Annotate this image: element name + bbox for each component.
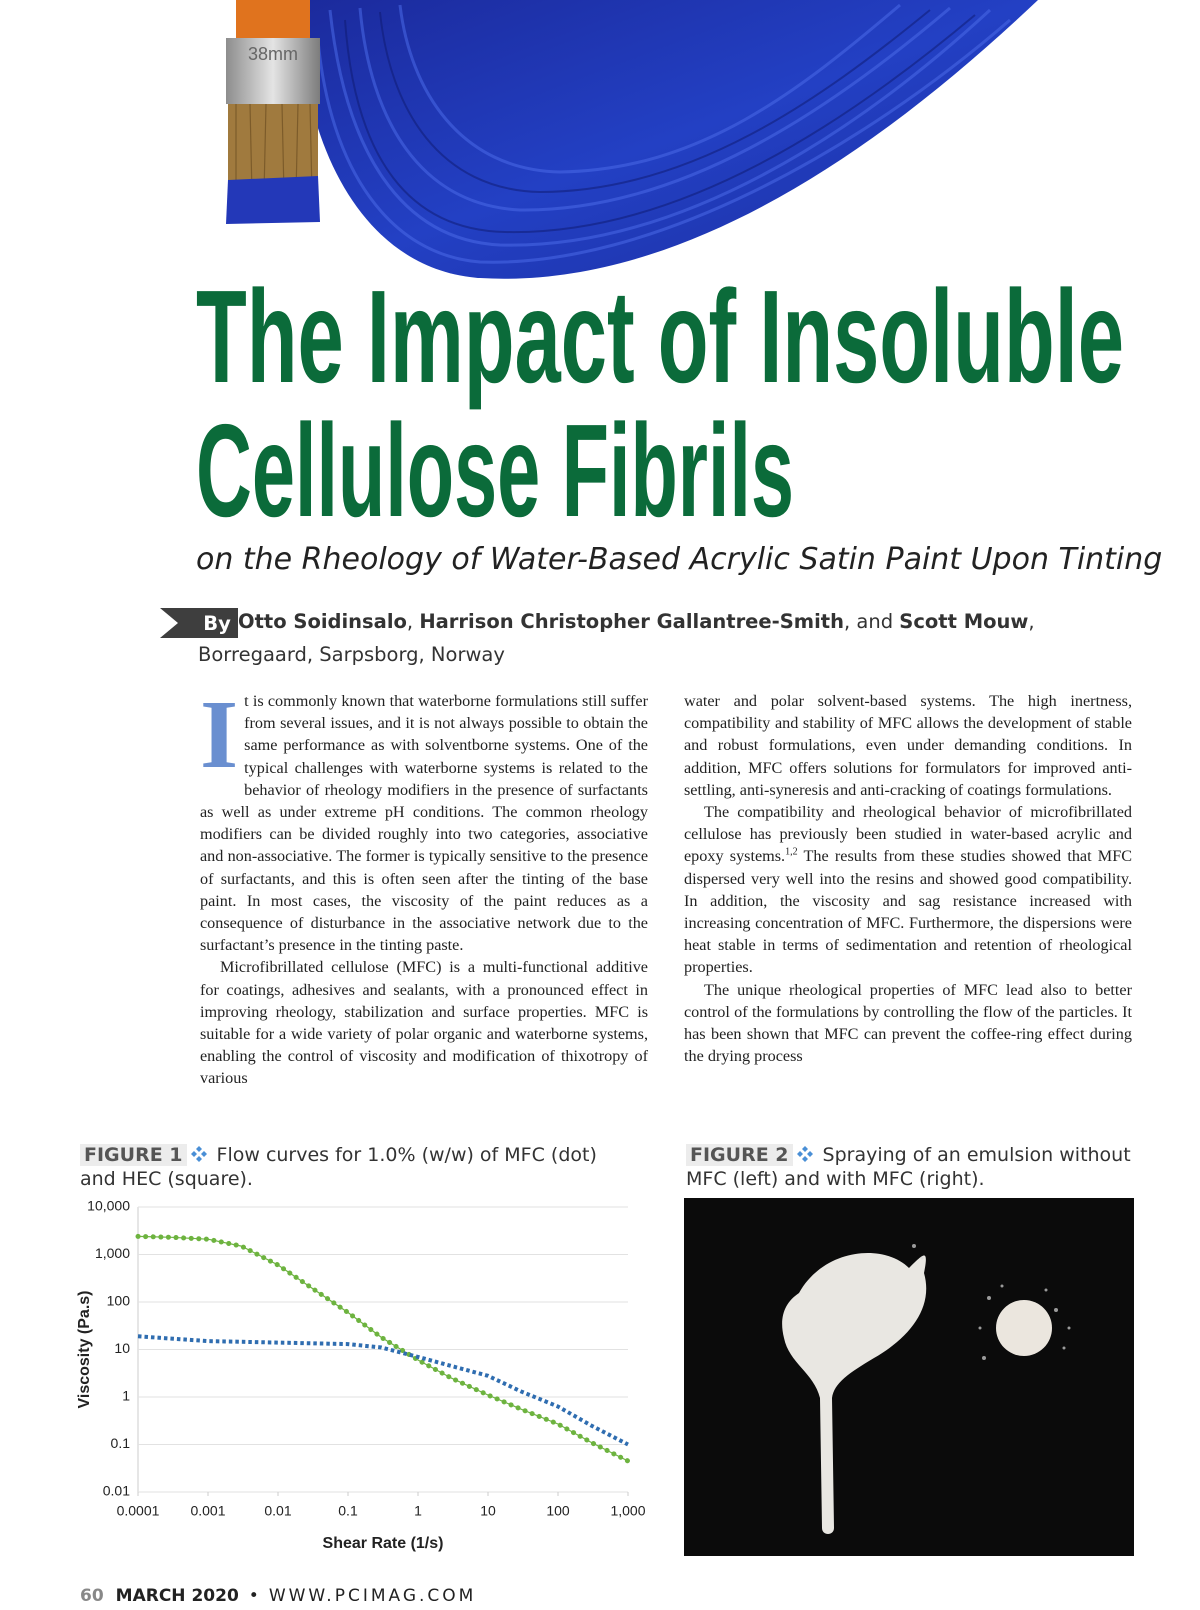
y-tick-label: 1: [122, 1388, 130, 1404]
x-axis-label: Shear Rate (1/s): [323, 1535, 444, 1552]
byline-text: ,: [406, 610, 420, 633]
figure-icon: [796, 1146, 813, 1162]
header-image: 38mm: [226, 0, 1038, 279]
y-axis-label: Viscosity (Pa.s): [76, 1291, 93, 1409]
series-markers: [135, 1233, 631, 1464]
text: The unique rheological properties of MFC…: [684, 980, 1132, 1066]
page-number: 60: [80, 1586, 104, 1606]
x-tick-label: 10: [480, 1503, 496, 1519]
author: Scott Mouw: [899, 610, 1029, 633]
brush-handle: [236, 0, 310, 42]
brush-ferrule: [226, 38, 320, 104]
issue: MARCH 2020: [115, 1586, 239, 1606]
url: WWW.PCIMAG.COM: [268, 1586, 477, 1606]
figure-caption: FIGURE 1 Flow curves for 1.0% (w/w) of MF…: [80, 1143, 600, 1191]
x-tick-label: 1: [414, 1503, 422, 1519]
caption-text: Flow curves for 1.0% (w/w) of MFC (dot) …: [80, 1144, 597, 1190]
author: Otto Soidinsalo: [238, 610, 407, 633]
byline-text: , and: [843, 610, 900, 633]
y-tick-label: 0.01: [103, 1483, 130, 1499]
y-tick-label: 100: [107, 1293, 131, 1309]
x-tick-label: 0.0001: [117, 1503, 160, 1519]
text: Microfibrillated cellulose (MFC) is a mu…: [200, 958, 648, 1088]
text: The compatibility and rheological behavi…: [684, 803, 1132, 866]
paragraph: water and polar solvent-based systems. T…: [684, 690, 1132, 801]
figure-photo: [684, 1198, 1134, 1556]
text: water and polar solvent-based systems. T…: [684, 692, 1132, 799]
series-markers: [137, 1334, 629, 1447]
figure-caption: FIGURE 2 Spraying of an emulsion without …: [686, 1143, 1136, 1191]
y-tick-label: 10,000: [87, 1198, 130, 1214]
brush-label: 38mm: [248, 44, 298, 64]
footer: 60 MARCH 2020 • WWW.PCIMAG.COM: [80, 1586, 476, 1606]
x-tick-label: 0.1: [338, 1503, 358, 1519]
subtitle: on the Rheology of Water-Based Acrylic S…: [196, 542, 1163, 577]
x-tick-label: 0.01: [264, 1503, 291, 1519]
title-line: Cellulose Fibrils: [196, 397, 794, 540]
drop-cap: I: [200, 681, 239, 789]
figure-icon: [190, 1146, 207, 1162]
text: The results from these studies showed th…: [684, 847, 1132, 977]
paragraph: Microfibrillated cellulose (MFC) is a mu…: [200, 956, 648, 1089]
brush-tip: [226, 176, 320, 224]
byline-text: , Borregaard, Sarpsborg, Norway: [198, 610, 1035, 666]
y-tick-label: 0.1: [111, 1435, 131, 1451]
author: Harrison Christopher Gallantree-Smith: [419, 610, 844, 633]
paragraph: The unique rheological properties of MFC…: [684, 979, 1132, 1068]
text: t is commonly known that waterborne form…: [200, 692, 648, 955]
caption-text: Spraying of an emulsion without MFC (lef…: [686, 1144, 1131, 1190]
x-tick-label: 0.001: [190, 1503, 225, 1519]
figure-label: FIGURE 2: [686, 1144, 793, 1166]
chart: 0.01 0.1 1 10 100 1,000 10,000 0.0001 0.001 0.01 0…: [76, 1198, 646, 1553]
y-tick-label: 1,000: [95, 1245, 130, 1261]
title: The Impact of Insoluble Cellulose Fibril…: [196, 270, 1124, 540]
series-line: [137, 1235, 629, 1462]
byline-label: By: [203, 612, 231, 635]
byline: Otto Soidinsalo, Harrison Christopher Ga…: [198, 605, 1128, 671]
paint-streaks: [316, 3, 1011, 264]
x-tick-label: 1,000: [610, 1503, 645, 1519]
title-line: The Impact of Insoluble: [196, 270, 1124, 410]
figure-label: FIGURE 1: [80, 1144, 187, 1166]
x-tick-label: 100: [546, 1503, 570, 1519]
paragraph: The compatibility and rheological behavi…: [684, 801, 1132, 979]
body-column: water and polar solvent-based systems. T…: [684, 690, 1132, 1067]
y-tick-label: 10: [114, 1340, 130, 1356]
byline-tab: [160, 608, 238, 638]
separator: •: [248, 1586, 259, 1606]
citation: 1,2: [785, 847, 798, 859]
